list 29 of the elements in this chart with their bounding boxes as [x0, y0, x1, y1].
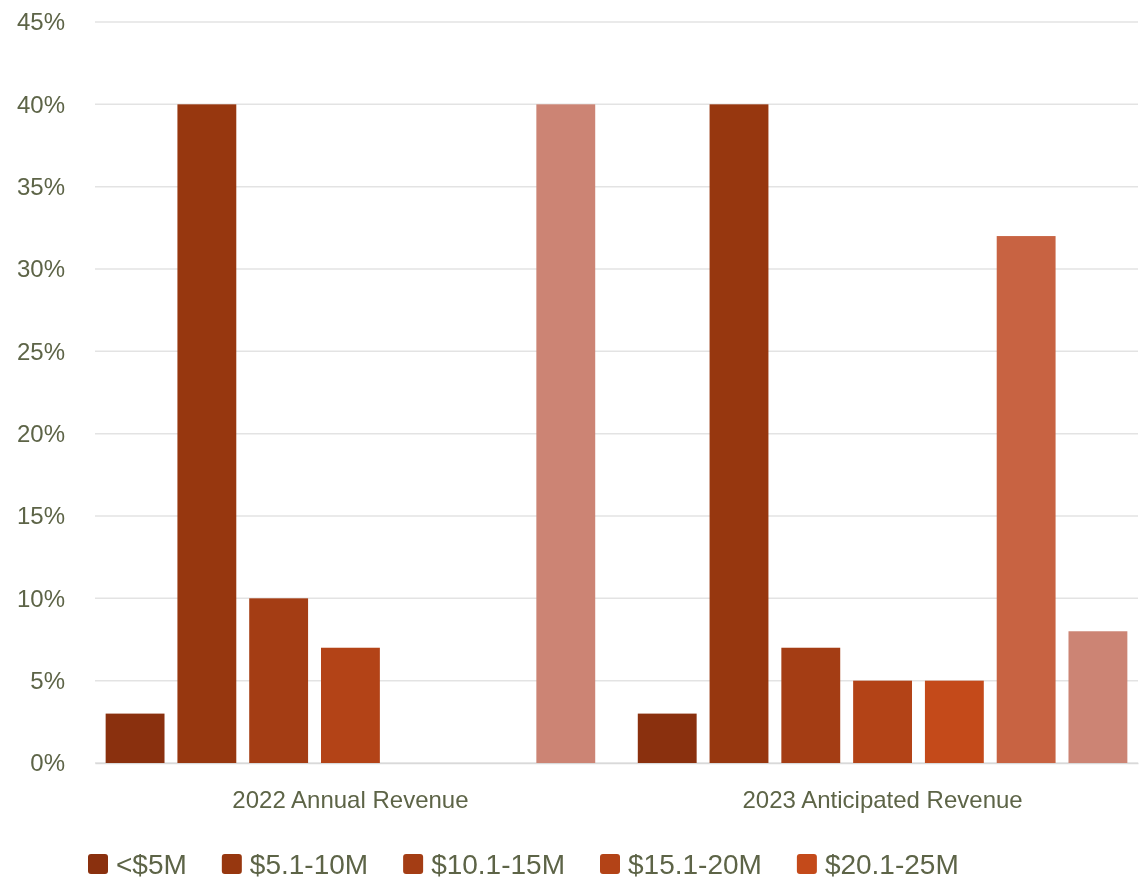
bar — [1068, 631, 1128, 763]
bar — [249, 598, 309, 763]
y-tick-label: 35% — [16, 172, 65, 200]
legend-label: $5.1-10M — [249, 849, 369, 880]
bar — [536, 104, 596, 763]
y-tick-label: 40% — [16, 90, 65, 118]
bar — [321, 647, 380, 763]
bar — [996, 236, 1056, 763]
bar — [853, 680, 912, 763]
y-tick-label: 20% — [16, 419, 65, 447]
bar — [637, 713, 697, 763]
y-tick-label: 10% — [16, 584, 65, 612]
x-tick-label: 2022 Annual Revenue — [232, 786, 469, 814]
y-tick-label: 25% — [16, 337, 65, 365]
y-tick-label: 15% — [16, 502, 65, 530]
y-tick-label: 0% — [30, 749, 65, 777]
bar — [924, 680, 984, 763]
y-tick-label: 45% — [16, 8, 65, 36]
legend-label: $15.1-20M — [628, 849, 762, 880]
bar — [105, 713, 165, 763]
legend-label: $20.1-25M — [824, 849, 959, 880]
bar — [709, 104, 769, 763]
x-tick-label: 2023 Anticipated Revenue — [742, 786, 1023, 814]
legend-label: $10.1-15M — [431, 849, 565, 880]
y-tick-label: 30% — [16, 255, 65, 283]
legend-label: <$5M — [116, 849, 187, 880]
bar — [177, 104, 237, 763]
y-tick-label: 5% — [30, 666, 65, 694]
bar — [781, 647, 841, 763]
